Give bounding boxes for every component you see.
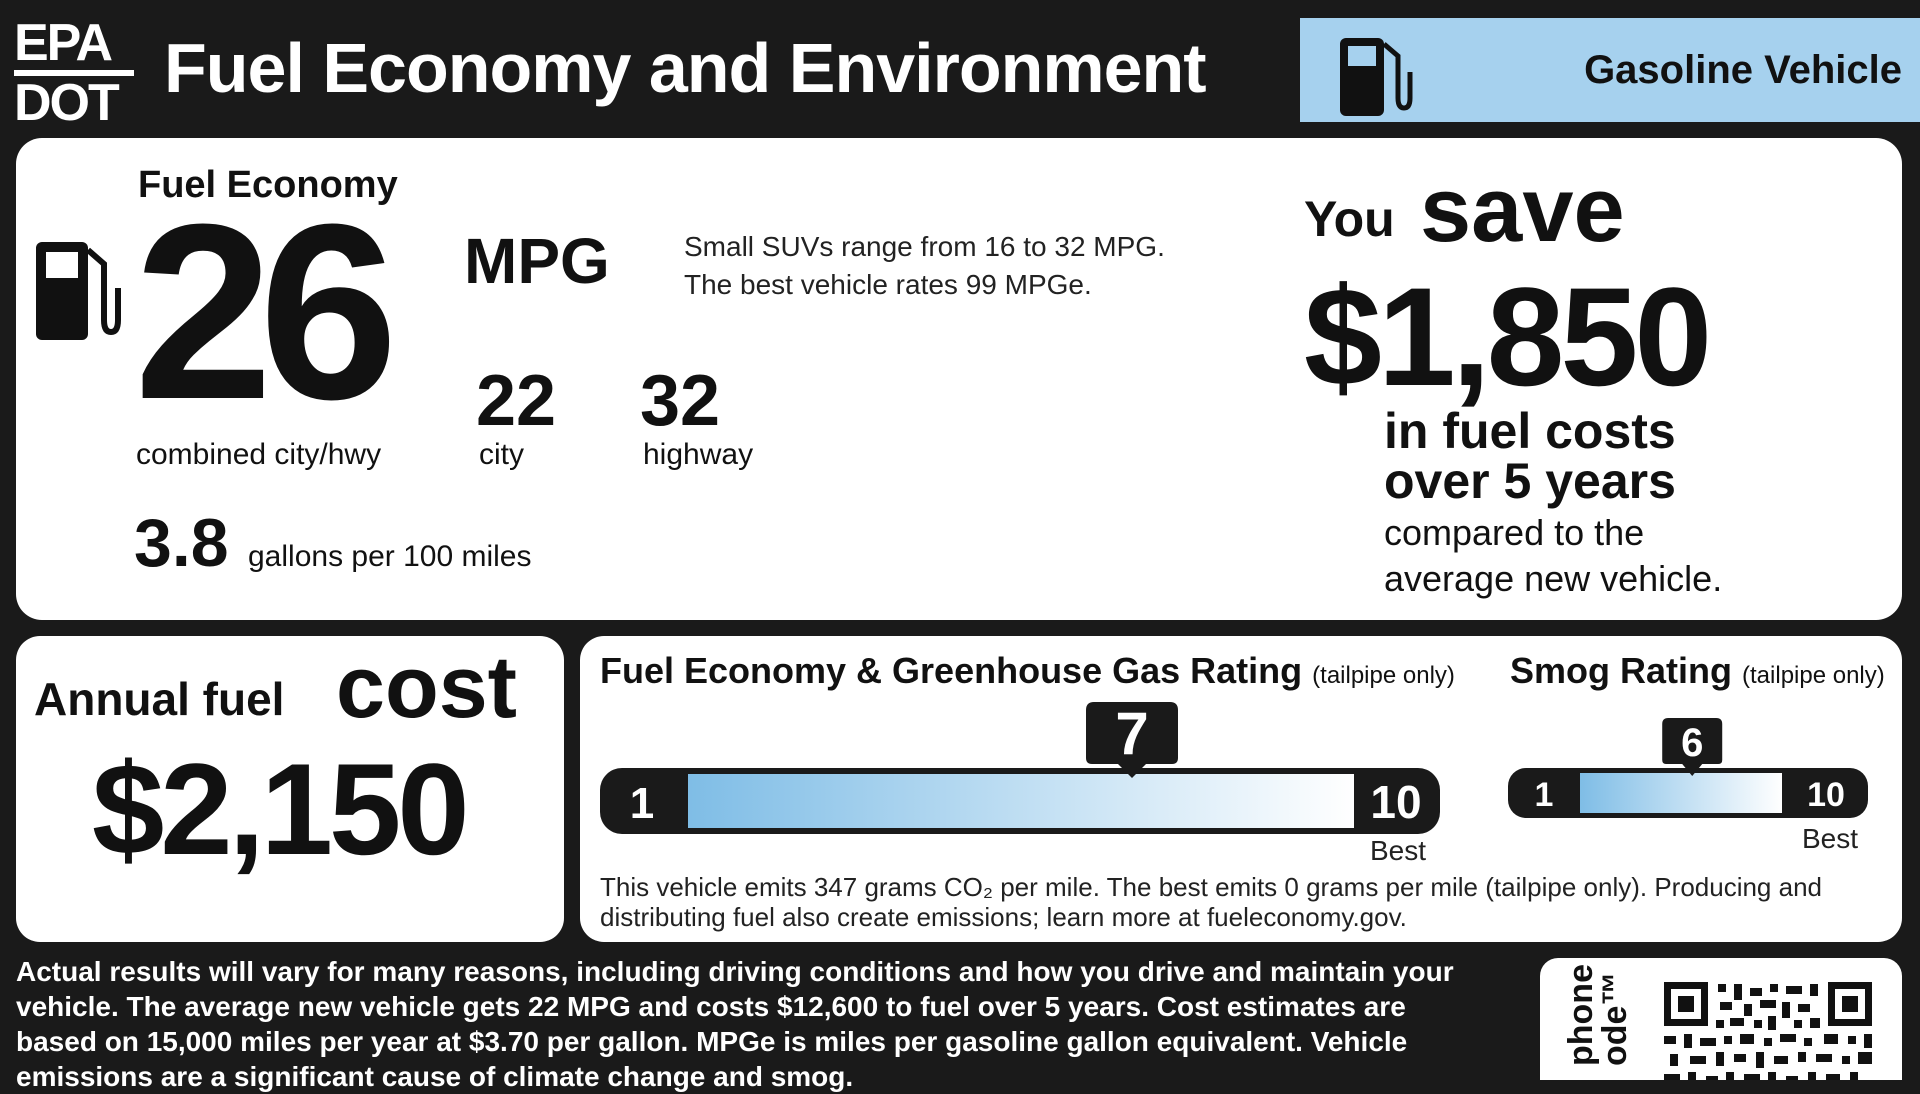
greenhouse-marker: 7 (1086, 700, 1178, 778)
emissions-text: This vehicle emits 347 grams CO₂ per mil… (600, 872, 1890, 932)
vehicle-type-box: Gasoline Vehicle (1300, 18, 1920, 122)
fuel-economy-panel: Fuel Economy 26 MPG Small SUVs range fro… (16, 138, 1902, 620)
greenhouse-title-text: Fuel Economy & Greenhouse Gas Rating (600, 650, 1303, 691)
savings-line-3: compared to the (1384, 512, 1645, 553)
greenhouse-value: 7 (1115, 700, 1148, 767)
annual-fuel-label: Annual fuel (34, 673, 285, 725)
logo-rule (14, 70, 134, 76)
disclaimer-line-2: vehicle. The average new vehicle gets 22… (16, 991, 1406, 1022)
qr-side-text: phone ode™ (1562, 964, 1634, 1066)
greenhouse-bar-fill (688, 774, 1354, 828)
disclaimer-text: Actual results will vary for many reason… (16, 954, 1516, 1094)
fuel-pump-icon (1340, 38, 1413, 116)
savings-fuel-costs: in fuel costs over 5 years (1384, 406, 1676, 506)
emissions-line-1: This vehicle emits 347 grams CO₂ per mil… (600, 872, 1822, 902)
vehicle-type-text: Gasoline Vehicle (1584, 48, 1902, 92)
label-header: EPA DOT Fuel Economy and Environment Gas… (0, 0, 1920, 129)
epa-dot-logo: EPA DOT (14, 17, 134, 129)
highway-mpg-value: 32 (640, 361, 721, 441)
smog-value: 6 (1681, 721, 1703, 765)
qr-code-icon[interactable] (1664, 982, 1884, 1080)
savings-line-2: over 5 years (1384, 453, 1676, 509)
greenhouse-max: 10 (1370, 776, 1421, 828)
annual-fuel-amount: $2,150 (92, 736, 470, 882)
disclaimer-line-3: based on 15,000 miles per year at $3.70 … (16, 1026, 1408, 1057)
combined-label: combined city/hwy (136, 438, 382, 471)
range-line-2: The best vehicle rates 99 MPGe. (684, 269, 1092, 300)
tailpipe-note: (tailpipe only) (1312, 662, 1455, 689)
emissions-line-2: distributing fuel also create emissions;… (600, 902, 1407, 932)
gallons-per-100-value: 3.8 (134, 505, 229, 581)
smog-title-text: Smog Rating (1510, 650, 1732, 691)
gallons-per-100-label: gallons per 100 miles (248, 540, 532, 573)
smog-bar-fill (1580, 773, 1782, 813)
savings-amount: $1,850 (1304, 258, 1712, 415)
smog-max: 10 (1807, 776, 1845, 814)
qr-code-box: phone ode™ (1540, 958, 1902, 1080)
dot-text: DOT (14, 74, 120, 132)
range-line-1: Small SUVs range from 16 to 32 MPG. (684, 231, 1165, 262)
greenhouse-min: 1 (630, 779, 654, 828)
you-text: You (1304, 191, 1395, 247)
mpg-unit: MPG (464, 225, 610, 297)
smog-min: 1 (1535, 776, 1554, 814)
savings-line-4: average new vehicle. (1384, 558, 1723, 599)
smog-marker: 6 (1662, 718, 1723, 776)
smog-best: Best (1802, 823, 1858, 854)
qr-side-line-1: phone (1562, 964, 1600, 1066)
highway-label: highway (643, 438, 754, 471)
greenhouse-rating-title: Fuel Economy & Greenhouse Gas Rating (ta… (600, 650, 1455, 692)
smog-rating-title: Smog Rating (tailpipe only) (1510, 650, 1885, 692)
fuel-pump-icon (36, 242, 121, 340)
greenhouse-best: Best (1370, 835, 1426, 866)
save-text: save (1420, 159, 1625, 261)
annual-fuel-cost-panel: Annual fuel cost $2,150 (16, 636, 564, 942)
epa-text: EPA (14, 14, 113, 72)
disclaimer-line-1: Actual results will vary for many reason… (16, 956, 1454, 987)
label-title: Fuel Economy and Environment (164, 29, 1207, 107)
qr-side-line-2: ode™ (1596, 971, 1634, 1066)
greenhouse-rating-scale: 1 10 Best 7 1 10 Best 6 (600, 700, 1868, 866)
city-mpg-value: 22 (476, 361, 557, 441)
combined-mpg-value: 26 (134, 172, 398, 451)
ratings-panel: Fuel Economy & Greenhouse Gas Rating (ta… (580, 636, 1902, 942)
savings-line-1: in fuel costs (1384, 403, 1676, 459)
cost-word: cost (336, 637, 517, 736)
disclaimer-line-4: emissions are a significant cause of cli… (16, 1061, 854, 1092)
class-range-text: Small SUVs range from 16 to 32 MPG. The … (684, 228, 1165, 304)
city-label: city (479, 438, 524, 471)
tailpipe-note: (tailpipe only) (1742, 662, 1885, 689)
fuel-economy-heading: Fuel Economy (138, 164, 398, 206)
savings-comparison: compared to the average new vehicle. (1384, 510, 1722, 602)
